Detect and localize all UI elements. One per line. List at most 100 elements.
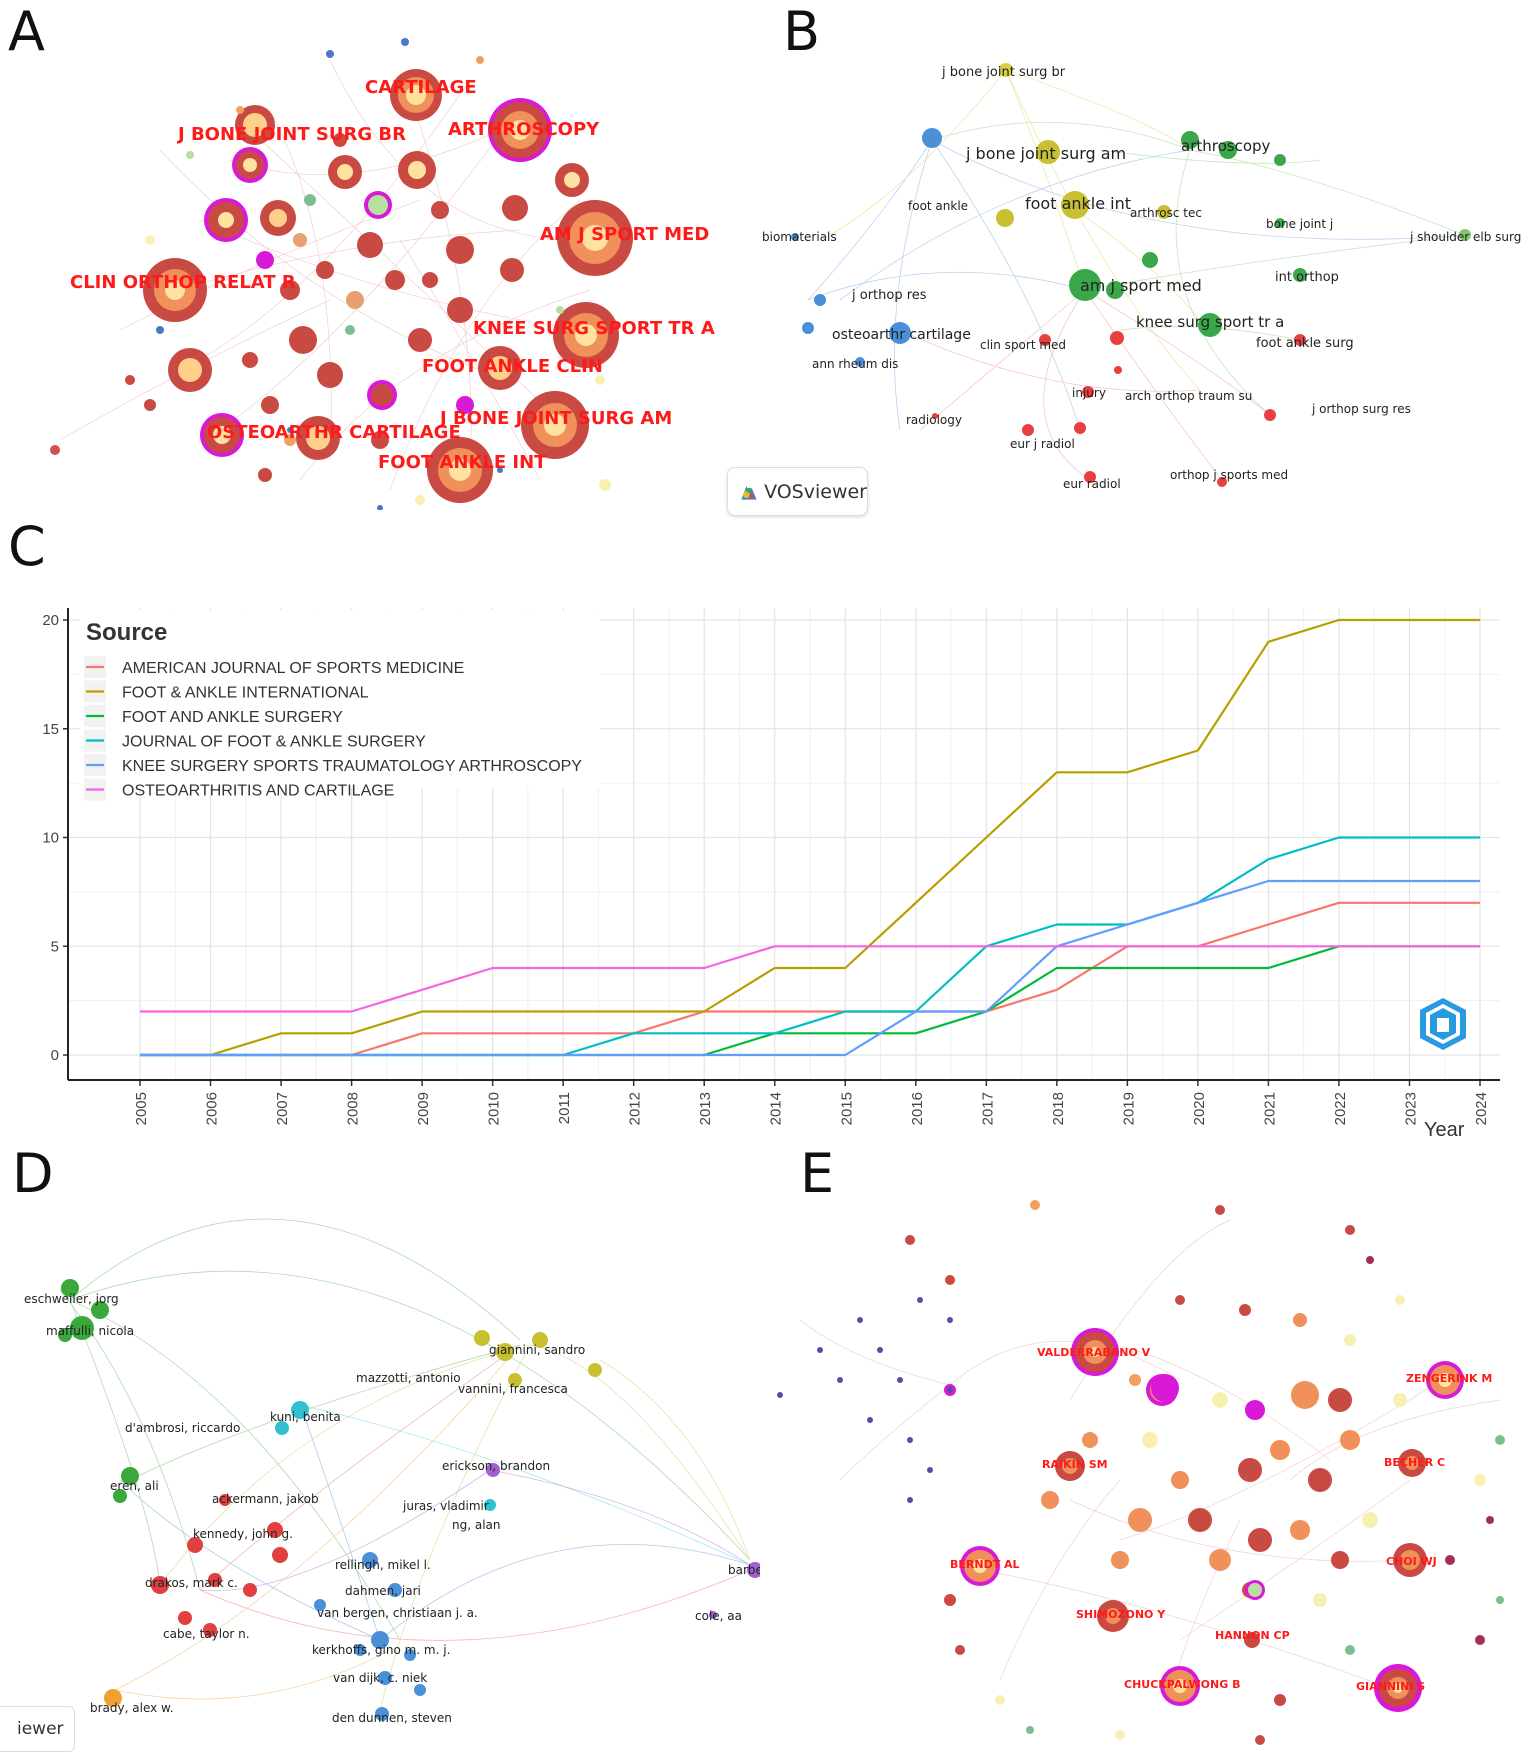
e-label-2: RAIKIN SM — [1042, 1458, 1108, 1471]
legend-label-0: AMERICAN JOURNAL OF SPORTS MEDICINE — [122, 660, 464, 677]
b-label-0: j bone joint surg br — [941, 65, 1066, 80]
b-label-2: arthroscopy — [1181, 137, 1271, 155]
chart-legend-title: Source — [86, 619, 167, 646]
d-label-9: ackermann, jakob — [212, 1492, 319, 1506]
e-label-5: CHOI WJ — [1386, 1555, 1437, 1568]
legend-label-5: OSTEOARTHRITIS AND CARTILAGE — [122, 783, 394, 800]
x-tick-label: 2010 — [486, 1092, 503, 1125]
x-tick-label: 2023 — [1402, 1092, 1419, 1125]
panel-c-line-chart: 0 5 10 15 20 2005 2006 2007 2008 2009 2010 2011 201… — [42, 608, 1500, 1140]
series-line-4 — [140, 879, 1480, 1057]
b-label-3: foot ankle — [908, 199, 968, 213]
b-label-20: radiology — [906, 413, 962, 427]
panel-label-c: C — [8, 515, 46, 578]
panel-e-network: VALDERRABANO V ZENGERINK M RAIKIN SM BEC… — [777, 1200, 1505, 1745]
x-tick-label: 2014 — [768, 1092, 785, 1125]
d-label-12: kennedy, john g. — [193, 1527, 293, 1541]
x-tick-label: 2019 — [1120, 1092, 1137, 1125]
panel-label-e: E — [800, 1142, 835, 1205]
x-tick-label: 2011 — [556, 1092, 573, 1124]
b-label-23: orthop j sports med — [1170, 468, 1288, 482]
d-label-14: barbe — [728, 1563, 760, 1577]
panel-d-nodes — [58, 1279, 760, 1721]
x-tick-label: 2017 — [979, 1092, 996, 1125]
d-label-1: maffulli, nicola — [46, 1324, 134, 1338]
chart-legend: AMERICAN JOURNAL OF SPORTS MEDICINE FOOT … — [84, 656, 582, 801]
d-label-20: kerkhoffs, gino m. m. j. — [312, 1643, 450, 1657]
d-label-18: cole, aa — [695, 1609, 742, 1623]
b-label-19: j orthop surg res — [1311, 402, 1411, 416]
y-tick-label: 15 — [42, 721, 59, 738]
series-line-5 — [140, 945, 1480, 1013]
x-tick-label: 2020 — [1191, 1092, 1208, 1125]
y-tick-label: 0 — [51, 1047, 59, 1064]
d-label-7: erickson, brandon — [442, 1459, 550, 1473]
a-label-arthroscopy: ARTHROSCOPY — [448, 119, 600, 140]
x-tick-label: 2012 — [627, 1092, 644, 1125]
d-label-23: den dunnen, steven — [332, 1711, 452, 1725]
b-label-8: j shoulder elb surg — [1409, 230, 1521, 244]
vosviewer-badge-partial-text: iewer — [17, 1719, 64, 1739]
x-tick-label: 2021 — [1261, 1092, 1278, 1125]
legend-label-1: FOOT & ANKLE INTERNATIONAL — [122, 685, 369, 702]
e-label-1: ZENGERINK M — [1406, 1372, 1492, 1385]
d-label-11: ng, alan — [452, 1518, 501, 1532]
panel-label-d: D — [12, 1142, 54, 1205]
d-label-22: brady, alex w. — [90, 1701, 174, 1715]
d-label-15: drakos, mark c. — [145, 1576, 238, 1590]
y-tick-label: 20 — [42, 612, 59, 629]
series-line-0 — [140, 901, 1480, 1057]
d-label-6: d'ambrosi, riccardo — [125, 1421, 240, 1435]
b-label-14: clin sport med — [980, 338, 1066, 352]
d-label-17: van bergen, christiaan j. a. — [317, 1606, 478, 1620]
vosviewer-logo-icon — [741, 485, 757, 500]
a-label-clin-orthop: CLIN ORTHOP RELAT R — [70, 272, 296, 293]
vosviewer-badge-text: VOSviewer — [764, 480, 867, 503]
panel-d-edges — [59, 1218, 751, 1711]
b-label-10: am j sport med — [1080, 276, 1202, 295]
e-label-7: HANNON CP — [1215, 1629, 1290, 1642]
panel-d-network: eschweiler, jorg maffulli, nicola gianni… — [24, 1218, 760, 1725]
x-tick-label: 2013 — [697, 1092, 714, 1125]
x-tick-label: 2022 — [1332, 1092, 1349, 1125]
d-label-0: eschweiler, jorg — [24, 1292, 119, 1306]
b-label-13: osteoarthr cartilage — [832, 327, 971, 343]
series-line-1 — [140, 618, 1480, 1057]
d-label-5: kuni, benita — [270, 1410, 341, 1424]
b-label-17: injury — [1072, 386, 1106, 400]
b-label-5: arthrosc tec — [1130, 206, 1202, 220]
x-tick-label: 2006 — [204, 1092, 221, 1125]
chart-y-ticks: 0 5 10 15 20 — [42, 612, 68, 1064]
panel-e-edges — [799, 1219, 1501, 1691]
d-label-8: eren, ali — [110, 1479, 159, 1493]
y-tick-label: 5 — [51, 938, 59, 955]
vosviewer-badge: VOSviewer — [727, 467, 868, 516]
panel-d-labels: eschweiler, jorg maffulli, nicola gianni… — [24, 1292, 760, 1725]
legend-label-4: KNEE SURGERY SPORTS TRAUMATOLOGY ARTHROS… — [122, 758, 582, 775]
a-label-foot-ankle-int: FOOT ANKLE INT — [378, 452, 547, 473]
e-label-9: GIANNINI S — [1356, 1680, 1425, 1693]
b-label-21: eur j radiol — [1010, 437, 1075, 451]
panel-b-labels: j bone joint surg br j bone joint surg a… — [762, 65, 1521, 491]
panel-a-network: CARTILAGE ARTHROSCOPY J BONE JOINT SURG … — [50, 38, 715, 510]
b-label-7: biomaterials — [762, 230, 837, 244]
a-label-knee-surg: KNEE SURG SPORT TR A — [473, 318, 715, 339]
a-label-osteoarthr: OSTEOARTHR CARTILAGE — [207, 422, 461, 443]
e-label-4: BERNDT AL — [950, 1558, 1020, 1571]
a-label-foot-ankle-clin: FOOT ANKLE CLIN — [422, 356, 603, 377]
panel-label-a: A — [8, 0, 45, 63]
b-label-12: knee surg sport tr a — [1136, 313, 1284, 331]
d-label-19: cabe, taylor n. — [163, 1627, 250, 1641]
x-tick-label: 2007 — [274, 1092, 291, 1125]
chart-legend-bg — [80, 610, 600, 788]
panel-e-nodes — [777, 1200, 1505, 1745]
d-label-4: vannini, francesca — [458, 1382, 568, 1396]
a-label-jbjs-br: J BONE JOINT SURG BR — [176, 124, 406, 145]
b-label-9: int orthop — [1275, 270, 1339, 285]
y-tick-label: 10 — [42, 830, 59, 847]
panel-label-b: B — [783, 0, 821, 63]
d-label-2: giannini, sandro — [489, 1343, 585, 1357]
x-tick-label: 2016 — [909, 1092, 926, 1125]
e-label-6: SHIMOZONO Y — [1076, 1608, 1166, 1621]
b-label-15: foot ankle surg — [1256, 336, 1354, 351]
